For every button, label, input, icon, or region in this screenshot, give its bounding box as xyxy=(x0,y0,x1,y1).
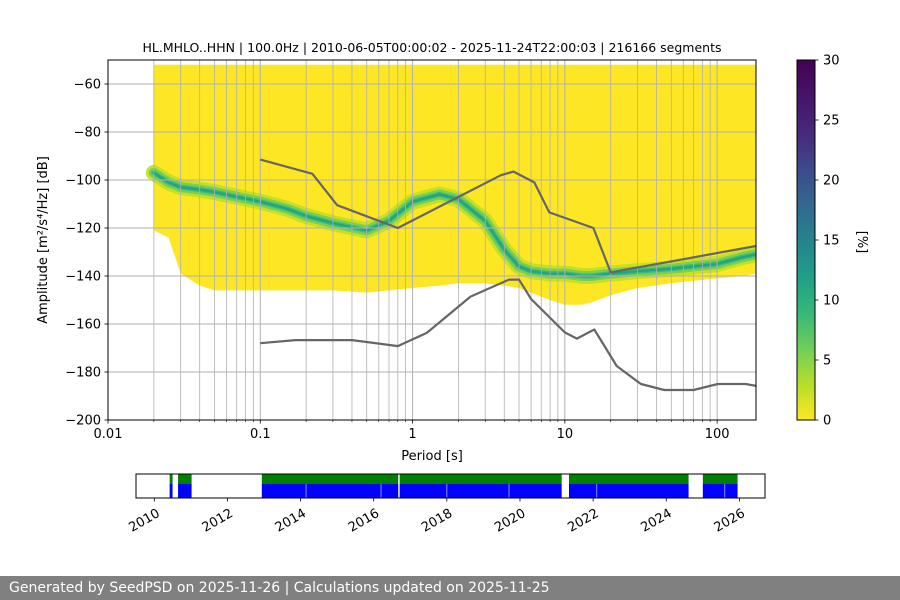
psd-extent xyxy=(153,64,756,305)
availability-tick-label: 2010 xyxy=(127,506,163,536)
availability-tick-label: 2024 xyxy=(639,506,675,536)
colorbar-tick-label: 5 xyxy=(823,354,831,369)
plot-grid xyxy=(108,60,756,420)
availability-tick-label: 2022 xyxy=(565,506,601,536)
availability-x-axis: 2010 2012 2014 2016 2018 2020 2022 2024 2026 xyxy=(127,498,748,536)
footer-bar: Generated by SeedPSD on 2025-11-26 | Cal… xyxy=(0,576,900,600)
availability-green-bar xyxy=(261,474,399,484)
colorbar-tick-label: 0 xyxy=(823,414,831,429)
colorbar-tick-label: 15 xyxy=(823,234,840,249)
availability-strip xyxy=(169,474,738,498)
noise-model-high xyxy=(260,158,756,274)
availability-green-bar xyxy=(399,474,562,484)
colorbar-axis: 0 5 10 15 20 25 30 xyxy=(815,54,840,429)
x-tick-label: 1 xyxy=(408,427,416,442)
availability-tick-label: 2018 xyxy=(419,506,455,536)
y-tick-label: −200 xyxy=(65,414,101,429)
availability-blue-bar xyxy=(261,484,399,498)
x-tick-label: 100 xyxy=(705,427,730,442)
colorbar-tick-label: 20 xyxy=(823,174,840,189)
psd-density xyxy=(145,64,756,305)
availability-green-bar xyxy=(568,474,689,484)
noise-models xyxy=(260,158,756,392)
y-tick-label: −60 xyxy=(74,78,101,93)
availability-tick-label: 2026 xyxy=(712,506,748,536)
availability-frame xyxy=(135,473,766,499)
y-tick-label: −160 xyxy=(65,318,101,333)
colorbar xyxy=(796,59,816,421)
y-tick-label: −140 xyxy=(65,270,101,285)
colorbar-label: [%] xyxy=(854,231,869,254)
availability-blue-bar xyxy=(702,484,738,498)
chart-title: HL.MHLO..HHN | 100.0Hz | 2010-06-05T00:0… xyxy=(142,40,721,55)
x-tick-label: 0.01 xyxy=(94,427,123,442)
x-axis: 0.01 0.1 1 10 100 xyxy=(94,420,730,442)
footer-text: Generated by SeedPSD on 2025-11-26 | Cal… xyxy=(9,580,550,596)
x-tick-label: 10 xyxy=(557,427,574,442)
availability-blue-bar xyxy=(169,484,173,498)
availability-green-bar xyxy=(178,474,192,484)
colorbar-tick-label: 25 xyxy=(823,114,840,129)
y-axis-label: Amplitude [m²/s⁴/Hz] [dB] xyxy=(36,156,51,324)
y-axis: −200 −180 −160 −140 −120 −100 −80 −60 xyxy=(65,78,108,429)
availability-blue-bar xyxy=(399,484,562,498)
x-axis-label: Period [s] xyxy=(401,449,463,464)
availability-blue-bar xyxy=(178,484,192,498)
availability-tick-label: 2020 xyxy=(492,506,528,536)
x-tick-label: 0.1 xyxy=(250,427,271,442)
y-tick-label: −100 xyxy=(65,174,101,189)
availability-tick-label: 2012 xyxy=(200,506,236,536)
noise-model-low xyxy=(260,278,756,392)
availability-tick-label: 2014 xyxy=(273,506,309,536)
psd-mode-band xyxy=(152,171,756,277)
availability-green-bar xyxy=(169,474,173,484)
colorbar-tick-label: 10 xyxy=(823,294,840,309)
y-tick-label: −80 xyxy=(74,126,101,141)
psd-figure: HL.MHLO..HHN | 100.0Hz | 2010-06-05T00:0… xyxy=(36,40,869,536)
availability-blue-bar xyxy=(568,484,689,498)
y-tick-label: −120 xyxy=(65,222,101,237)
plot-frame xyxy=(107,59,757,421)
colorbar-tick-label: 30 xyxy=(823,54,840,69)
y-tick-label: −180 xyxy=(65,366,101,381)
availability-tick-label: 2016 xyxy=(346,506,382,536)
availability-green-bar xyxy=(702,474,738,484)
